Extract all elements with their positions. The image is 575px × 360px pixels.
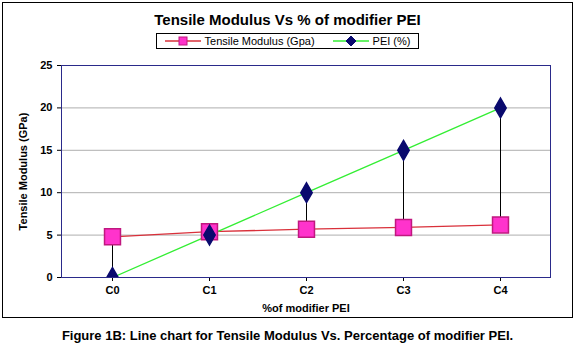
svg-text:%of modifier PEI: %of modifier PEI — [262, 302, 349, 314]
svg-text:15: 15 — [40, 144, 52, 156]
html-text:Tensile Modulus (Gpa): Tensile Modulus (Gpa) — [204, 35, 315, 47]
svg-text:0: 0 — [46, 271, 52, 283]
svg-text:20: 20 — [40, 101, 52, 113]
svg-text:C4: C4 — [493, 284, 508, 296]
svg-text:5: 5 — [46, 229, 52, 241]
svg-text:10: 10 — [40, 186, 52, 198]
html-text:PEI (%): PEI (%) — [372, 35, 411, 47]
html-text:Figure 1B: Line chart for Tens: Figure 1B: Line chart for Tensile Modulu… — [61, 328, 514, 343]
svg-text:25: 25 — [40, 59, 52, 71]
svg-text:C3: C3 — [396, 284, 410, 296]
svg-text:C1: C1 — [202, 284, 216, 296]
svg-text:Tensile Modulus (GPa): Tensile Modulus (GPa) — [17, 112, 29, 230]
html-text:Tensile Modulus Vs % of modifi: Tensile Modulus Vs % of modifier PEI — [154, 11, 421, 28]
svg-text:C2: C2 — [299, 284, 313, 296]
svg-text:C0: C0 — [105, 284, 119, 296]
